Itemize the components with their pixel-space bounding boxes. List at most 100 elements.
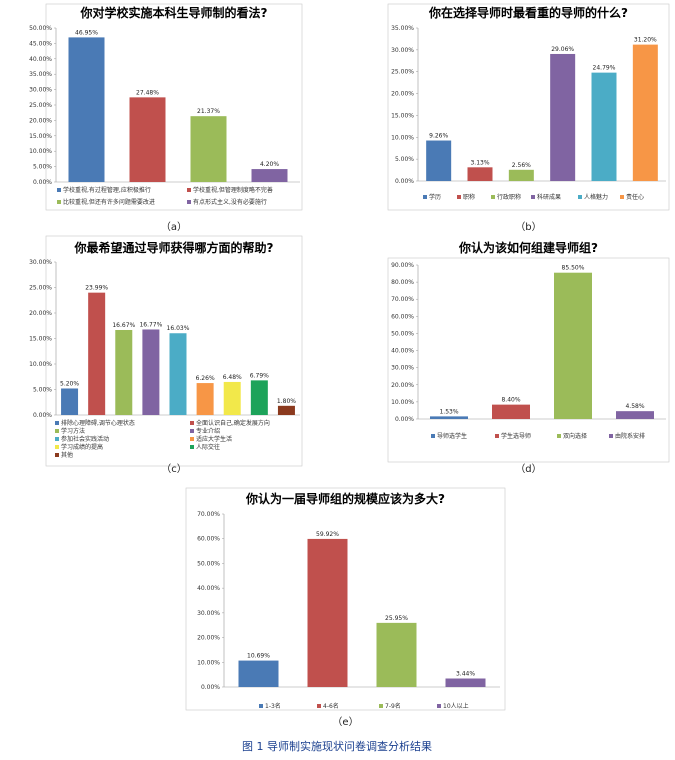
legend-swatch: [557, 434, 561, 438]
y-tick-label: 20.00%: [391, 382, 414, 389]
legend-item: 由院系安排: [615, 432, 645, 440]
data-label: 10.69%: [247, 653, 270, 660]
y-tick-label: 10.00%: [29, 361, 52, 368]
data-label: 6.48%: [223, 374, 242, 381]
bar-5: [591, 72, 617, 181]
legend-item: 学习成绩的提高: [61, 443, 103, 451]
bar-1: [61, 388, 79, 415]
bar-1: [426, 140, 452, 181]
bar-5: [169, 333, 187, 415]
data-label: 1.53%: [439, 408, 458, 415]
y-tick-label: 40.00%: [29, 56, 52, 63]
legend-swatch: [431, 434, 435, 438]
data-label: 27.48%: [136, 89, 159, 96]
data-label: 16.77%: [139, 321, 162, 328]
legend-swatch: [187, 188, 191, 192]
legend-swatch: [55, 453, 59, 457]
bar-7: [223, 381, 241, 415]
legend-item: 比较重视,但还有许多问题需要改进: [63, 198, 155, 206]
bar-1: [238, 660, 279, 687]
legend-swatch: [55, 429, 59, 433]
y-tick-label: 0.00%: [33, 179, 52, 186]
data-label: 9.26%: [429, 133, 448, 140]
chart-c: 你最希望通过导师获得哪方面的帮助? 0.00% 5.00% 10.00% 15.00% 2…: [29, 235, 303, 475]
panel-caption: （d）: [515, 463, 541, 475]
legend-item: 4-6名: [323, 702, 339, 710]
data-label: 5.20%: [60, 380, 79, 387]
legend-swatch: [437, 704, 441, 708]
y-tick-label: 5.00%: [395, 156, 414, 163]
y-tick-label: 50.00%: [29, 25, 52, 32]
y-tick-label: 30.00%: [391, 47, 414, 54]
bar-6: [632, 44, 658, 182]
chart-title: 你最希望通过导师获得哪方面的帮助?: [74, 240, 274, 255]
y-tick-label: 0.00%: [33, 412, 52, 419]
figure-caption: 图 1 导师制实施现状问卷调查分析结果: [242, 739, 432, 753]
chart-title: 你认为该如何组建导师组?: [458, 240, 598, 255]
y-tick-label: 10.00%: [391, 134, 414, 141]
data-label: 3.44%: [456, 670, 475, 677]
panel-caption: （e）: [332, 716, 358, 728]
legend-swatch: [190, 421, 194, 425]
chart-title: 你认为一届导师组的规模应该为多大?: [245, 491, 445, 506]
legend-swatch: [187, 200, 191, 204]
data-label: 4.58%: [625, 403, 644, 410]
data-label: 1.80%: [277, 398, 296, 405]
legend-item: 学历: [429, 193, 441, 201]
bar-4: [550, 53, 576, 181]
y-tick-label: 0.00%: [201, 684, 220, 691]
panel-caption: （c）: [161, 463, 187, 475]
legend-item: 排除心理障碍,调节心理状态: [61, 419, 135, 427]
y-tick-label: 20.00%: [391, 91, 414, 98]
y-tick-label: 30.00%: [29, 259, 52, 266]
legend-item: 职称: [463, 193, 475, 201]
legend-swatch: [578, 195, 582, 199]
legend-item: 双向选择: [563, 432, 587, 440]
y-tick-label: 20.00%: [29, 310, 52, 317]
data-label: 8.40%: [501, 397, 520, 404]
chart-title: 你在选择导师时最看重的导师的什么?: [428, 5, 628, 20]
legend-swatch: [609, 434, 613, 438]
y-tick-label: 0.00%: [395, 178, 414, 185]
legend-item: 专业介绍: [196, 427, 220, 435]
legend-swatch: [55, 421, 59, 425]
legend-item: 1-3名: [265, 702, 281, 710]
panel-caption: （a）: [161, 221, 187, 233]
legend-swatch: [190, 445, 194, 449]
legend-swatch: [379, 704, 383, 708]
bar-3: [115, 329, 133, 415]
bar-1: [68, 37, 105, 183]
data-label: 29.06%: [551, 46, 574, 53]
bar-3: [376, 622, 417, 687]
data-label: 46.95%: [75, 29, 98, 36]
chart-frame: [387, 257, 670, 463]
legend-swatch: [491, 195, 495, 199]
data-label: 2.56%: [512, 162, 531, 169]
y-tick-label: 0.00%: [395, 416, 414, 423]
legend-swatch: [457, 195, 461, 199]
y-tick-label: 80.00%: [391, 279, 414, 286]
y-tick-label: 35.00%: [391, 25, 414, 32]
y-tick-label: 35.00%: [29, 71, 52, 78]
y-tick-label: 15.00%: [29, 133, 52, 140]
legend-item: 导师选学生: [437, 432, 467, 440]
legend-item: 10人以上: [443, 702, 469, 710]
bar-4: [142, 329, 160, 415]
legend-item: 学校重视,有过程管理,应积极推行: [63, 186, 151, 194]
y-tick-label: 20.00%: [29, 117, 52, 124]
chart-a: 你对学校实施本科生导师制的看法? 0.00% 5.00% 10.00% 15.00% 20…: [29, 3, 303, 233]
legend-item: 适应大学生活: [196, 435, 232, 443]
chart-frame: [45, 235, 303, 467]
legend-item: 行政职称: [497, 193, 521, 201]
y-tick-label: 60.00%: [391, 313, 414, 320]
chart-frame: [185, 487, 506, 711]
data-label: 23.99%: [85, 285, 108, 292]
bar-2: [307, 538, 348, 687]
bar-2: [492, 404, 530, 419]
y-tick-label: 30.00%: [29, 87, 52, 94]
bar-9: [277, 405, 295, 415]
y-tick-label: 20.00%: [197, 635, 220, 642]
legend-swatch: [495, 434, 499, 438]
y-tick-label: 50.00%: [391, 330, 414, 337]
